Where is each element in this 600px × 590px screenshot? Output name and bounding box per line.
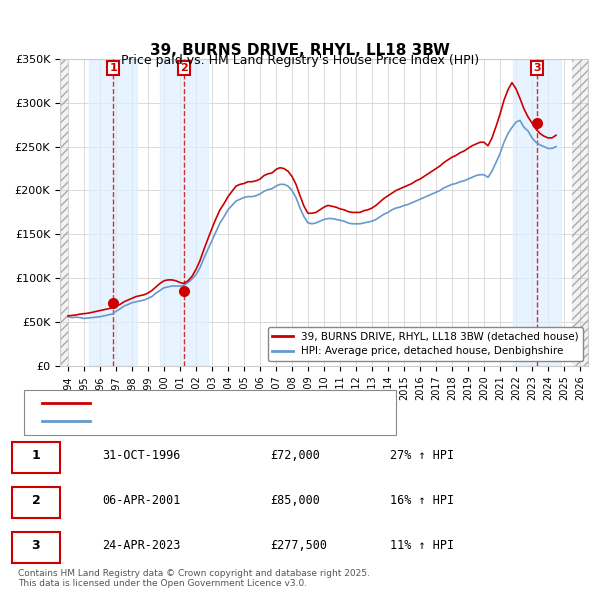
- Text: 16% ↑ HPI: 16% ↑ HPI: [390, 494, 454, 507]
- 39, BURNS DRIVE, RHYL, LL18 3BW (detached house): [460, 148, 467, 155]
- HPI: Average price, detached house, Denbighshire: (2.02e+03, 2.5e+05): Average price, detached house, Denbighsh…: [553, 143, 560, 150]
- 39, BURNS DRIVE, RHYL, LL18 3BW (detached house): [205, 235, 212, 242]
- HPI: Average price, detached house, Denbighshire: (2.01e+03, 2.07e+05): Average price, detached house, Denbighsh…: [280, 181, 287, 188]
- Bar: [89, 59, 137, 366]
- 39, BURNS DRIVE, RHYL, LL18 3BW (detached house): [277, 164, 284, 171]
- Text: 31-OCT-1996: 31-OCT-1996: [102, 449, 181, 462]
- Text: 11% ↑ HPI: 11% ↑ HPI: [390, 539, 454, 552]
- Text: 27% ↑ HPI: 27% ↑ HPI: [390, 449, 454, 462]
- Bar: [160, 59, 208, 366]
- HPI: Average price, detached house, Denbighshire: (1.99e+03, 5.6e+04): Average price, detached house, Denbighsh…: [64, 313, 71, 320]
- Bar: [60, 59, 68, 366]
- Text: HPI: Average price, detached house, Denbighshire: HPI: Average price, detached house, Denb…: [102, 416, 364, 426]
- Text: 3: 3: [533, 63, 541, 73]
- Text: 06-APR-2001: 06-APR-2001: [102, 494, 181, 507]
- 39, BURNS DRIVE, RHYL, LL18 3BW (detached house): [553, 132, 560, 139]
- HPI: Average price, detached house, Denbighshire: (2e+03, 5.4e+04): Average price, detached house, Denbighsh…: [80, 315, 88, 322]
- Text: 39, BURNS DRIVE, RHYL, LL18 3BW: 39, BURNS DRIVE, RHYL, LL18 3BW: [150, 42, 450, 58]
- 39, BURNS DRIVE, RHYL, LL18 3BW (detached house): [92, 308, 100, 315]
- Text: 1: 1: [32, 449, 40, 462]
- Text: 39, BURNS DRIVE, RHYL, LL18 3BW (detached house): 39, BURNS DRIVE, RHYL, LL18 3BW (detache…: [102, 398, 380, 408]
- Text: £277,500: £277,500: [270, 539, 327, 552]
- Bar: [513, 59, 561, 366]
- HPI: Average price, detached house, Denbighshire: (2e+03, 6.5e+04): Average price, detached house, Denbighsh…: [116, 305, 124, 312]
- 39, BURNS DRIVE, RHYL, LL18 3BW (detached house): [121, 299, 128, 306]
- HPI: Average price, detached house, Denbighshire: (2.02e+03, 2.13e+05): Average price, detached house, Denbighsh…: [464, 176, 472, 183]
- Text: Price paid vs. HM Land Registry's House Price Index (HPI): Price paid vs. HM Land Registry's House …: [121, 54, 479, 67]
- Bar: [60, 59, 68, 366]
- HPI: Average price, detached house, Denbighshire: (2e+03, 5.6e+04): Average price, detached house, Denbighsh…: [97, 313, 104, 320]
- Line: HPI: Average price, detached house, Denbighshire: HPI: Average price, detached house, Denb…: [68, 120, 556, 319]
- HPI: Average price, detached house, Denbighshire: (2e+03, 1.43e+05): Average price, detached house, Denbighsh…: [208, 237, 215, 244]
- Text: 1: 1: [109, 63, 117, 73]
- HPI: Average price, detached house, Denbighshire: (2.02e+03, 2.8e+05): Average price, detached house, Denbighsh…: [517, 117, 524, 124]
- Text: 2: 2: [181, 63, 188, 73]
- Text: 2: 2: [32, 494, 40, 507]
- FancyBboxPatch shape: [12, 532, 60, 563]
- FancyBboxPatch shape: [24, 391, 396, 435]
- Bar: [572, 59, 588, 366]
- Text: 3: 3: [32, 539, 40, 552]
- HPI: Average price, detached house, Denbighshire: (2e+03, 7e+04): Average price, detached house, Denbighsh…: [124, 301, 131, 308]
- 39, BURNS DRIVE, RHYL, LL18 3BW (detached house): [112, 303, 119, 310]
- Text: Contains HM Land Registry data © Crown copyright and database right 2025.
This d: Contains HM Land Registry data © Crown c…: [18, 569, 370, 588]
- Text: £85,000: £85,000: [270, 494, 320, 507]
- Line: 39, BURNS DRIVE, RHYL, LL18 3BW (detached house): 39, BURNS DRIVE, RHYL, LL18 3BW (detache…: [68, 83, 556, 316]
- FancyBboxPatch shape: [12, 442, 60, 473]
- Text: £72,000: £72,000: [270, 449, 320, 462]
- Bar: [572, 59, 588, 366]
- 39, BURNS DRIVE, RHYL, LL18 3BW (detached house): [508, 79, 515, 86]
- Text: 24-APR-2023: 24-APR-2023: [102, 539, 181, 552]
- Legend: 39, BURNS DRIVE, RHYL, LL18 3BW (detached house), HPI: Average price, detached h: 39, BURNS DRIVE, RHYL, LL18 3BW (detache…: [268, 327, 583, 360]
- FancyBboxPatch shape: [12, 487, 60, 518]
- 39, BURNS DRIVE, RHYL, LL18 3BW (detached house): [64, 312, 71, 319]
